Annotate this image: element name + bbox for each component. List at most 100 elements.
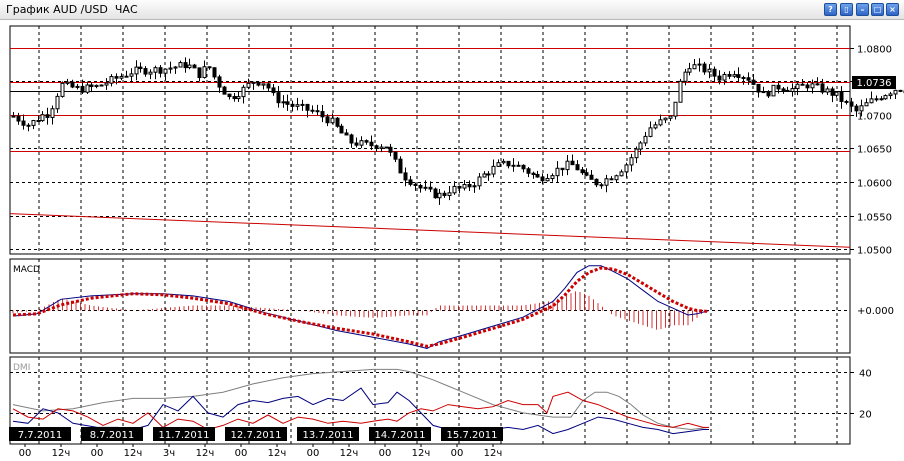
- candle-body: [810, 83, 815, 89]
- candle-body: [506, 160, 511, 167]
- candle-body: [570, 160, 575, 166]
- maximize-button[interactable]: □: [871, 3, 884, 16]
- macd-signal-line: [12, 266, 710, 348]
- candle-body: [496, 162, 501, 167]
- candle-body: [839, 91, 844, 102]
- candle-body: [589, 174, 594, 180]
- date-label-box: [369, 427, 431, 441]
- candle-body: [148, 71, 153, 75]
- candle-body: [580, 169, 585, 174]
- macd-zero-label: +0.000: [857, 306, 894, 317]
- candle-body: [442, 192, 447, 197]
- candle-body: [236, 96, 241, 100]
- time-axis: 7.7.2011 8.7.2011 11.7.2011 12.7.2011 13.7.2…: [9, 427, 503, 459]
- candle-body: [790, 88, 795, 93]
- last-price-box: [852, 76, 896, 89]
- candle-body: [854, 105, 859, 112]
- date-label: 11.7.2011: [159, 430, 210, 441]
- candle-body: [325, 116, 330, 124]
- candle-body: [531, 172, 536, 175]
- candle-body: [482, 173, 487, 178]
- close-button[interactable]: ×: [886, 3, 899, 16]
- candle-body: [638, 142, 643, 150]
- time-tick-label: 12ч: [124, 448, 143, 459]
- candle-body: [864, 102, 869, 107]
- candle-body: [883, 95, 888, 100]
- title-bar: График AUD /USD ЧАС ? ▯ – □ ×: [0, 0, 904, 20]
- candle-body: [40, 114, 45, 122]
- candle-body: [359, 140, 364, 146]
- candle-body: [844, 100, 849, 103]
- candle-body: [663, 117, 668, 121]
- candle-body: [428, 186, 433, 190]
- macd-grid: [10, 259, 850, 353]
- date-label-box: [225, 427, 287, 441]
- price-tick-label: 1.0650: [857, 145, 892, 156]
- time-tick-label: 00: [19, 448, 32, 459]
- candle-body: [560, 167, 565, 171]
- candle-body: [898, 89, 903, 92]
- candle-body: [707, 68, 712, 73]
- candle-body: [349, 134, 354, 144]
- time-tick-label: 00: [451, 448, 464, 459]
- candle-body: [712, 68, 717, 77]
- candle-body: [183, 62, 188, 69]
- macd-frame: [9, 258, 851, 354]
- date-label-box: [9, 427, 71, 441]
- dmi-tick-label: 20: [859, 410, 872, 421]
- candle-body: [256, 81, 261, 86]
- candle-body: [776, 84, 781, 90]
- candle-body: [143, 68, 148, 75]
- chart-type-button[interactable]: ▯: [840, 3, 853, 16]
- candle-body: [746, 77, 751, 81]
- date-label: 12.7.2011: [231, 430, 282, 441]
- candle-body: [330, 117, 335, 124]
- candle-body: [217, 76, 222, 88]
- candle-body: [290, 103, 295, 107]
- last-price-label: 1.0736: [857, 78, 892, 89]
- candle-body: [11, 115, 16, 118]
- candle-body: [800, 83, 805, 86]
- candle-body: [732, 74, 737, 77]
- candle-body: [805, 84, 810, 89]
- candle-body: [70, 81, 75, 88]
- candle-body: [418, 184, 423, 189]
- time-tick-label: 12ч: [484, 448, 503, 459]
- candle-body: [320, 111, 325, 118]
- dmi-title: DMI: [13, 363, 30, 373]
- time-tick-label: 12ч: [340, 448, 359, 459]
- date-label: 15.7.2011: [447, 430, 498, 441]
- candle-body: [124, 75, 129, 78]
- minimize-button[interactable]: –: [856, 3, 869, 16]
- candle-body: [653, 124, 658, 129]
- candle-body: [619, 171, 624, 177]
- time-tick-label: 00: [307, 448, 320, 459]
- candle-body: [114, 76, 119, 79]
- help-button[interactable]: ?: [824, 3, 837, 16]
- candle-body: [736, 74, 741, 79]
- candle-body: [727, 73, 732, 77]
- candle-body: [683, 71, 688, 82]
- candle-body: [614, 175, 619, 181]
- candle-body: [50, 108, 55, 118]
- date-label: 8.7.2011: [90, 430, 135, 441]
- candle-body: [310, 109, 315, 112]
- candle-body: [477, 176, 482, 187]
- candle-body: [820, 83, 825, 93]
- date-label: 7.7.2011: [18, 430, 63, 441]
- window-title: График AUD /USD ЧАС: [6, 3, 138, 16]
- candle-body: [55, 95, 60, 110]
- candle-body: [452, 185, 457, 194]
- last-price-marker: 1.0736: [852, 76, 896, 89]
- price-tick-label: 1.0700: [857, 112, 892, 123]
- candle-body: [717, 75, 722, 81]
- candle-body: [266, 83, 271, 89]
- candle-body: [227, 93, 232, 98]
- candle-body: [869, 98, 874, 104]
- candle-body: [403, 172, 408, 181]
- time-tick-label: 00: [235, 448, 248, 459]
- date-label: 13.7.2011: [303, 430, 354, 441]
- candle-body: [178, 62, 183, 68]
- dmi-tick-label: 40: [859, 369, 872, 380]
- candle-body: [437, 192, 442, 199]
